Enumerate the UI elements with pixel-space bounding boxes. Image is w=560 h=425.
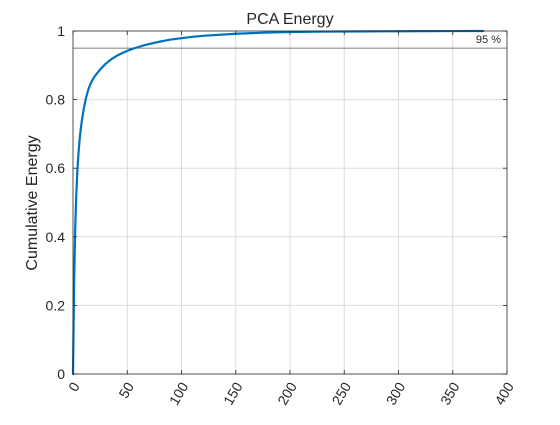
series-line-0 [71,29,485,376]
y-tick-label-0.4: 0.4 [46,229,66,245]
chart-title: PCA Energy [246,11,333,28]
y-tick-label-1: 1 [57,23,65,39]
reference-line-group: 95 % [73,34,507,49]
series-group [71,29,485,376]
reference-line-label: 95 % [476,34,501,46]
x-tick-label-50: 50 [115,379,137,401]
y-axis-title: Cumulative Energy [24,135,41,270]
y-tick-label-0.2: 0.2 [46,297,66,313]
y-tick-label-0: 0 [57,366,65,382]
grid-lines [73,31,507,374]
y-tick-label-0.8: 0.8 [46,92,66,108]
y-tick-label-0.6: 0.6 [46,160,66,176]
axes-box [72,30,508,375]
